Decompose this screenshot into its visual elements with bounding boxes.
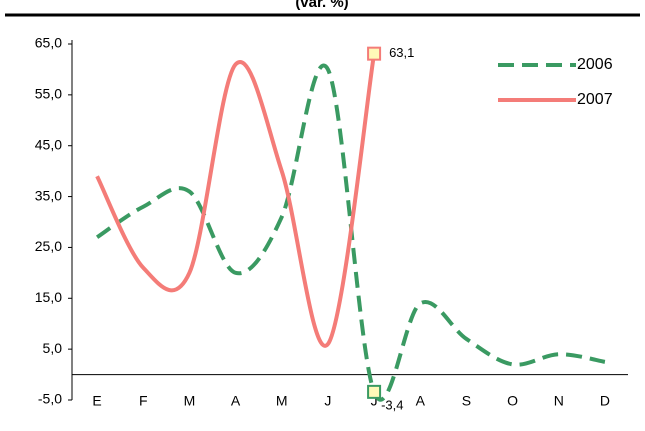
x-tick-label: S — [462, 393, 471, 409]
x-tick-label: J — [371, 393, 378, 409]
y-tick-label: 15,0 — [35, 289, 62, 305]
x-tick-label: A — [231, 393, 241, 409]
x-tick-label: N — [554, 393, 564, 409]
data-label: 63,1 — [389, 45, 414, 60]
x-tick-label: J — [324, 393, 331, 409]
y-tick-label: 45,0 — [35, 136, 62, 152]
y-tick-label: 65,0 — [35, 35, 62, 51]
x-tick-label: A — [416, 393, 426, 409]
legend-label: 2006 — [577, 56, 613, 73]
data-marker — [367, 46, 382, 61]
data-marker — [367, 384, 382, 399]
y-tick-label: 25,0 — [35, 238, 62, 254]
x-tick-label: E — [92, 393, 101, 409]
series-line — [95, 53, 377, 348]
y-tick-label: -5,0 — [38, 391, 62, 407]
x-tick-label: O — [507, 393, 518, 409]
y-tick-label: 5,0 — [43, 340, 63, 356]
y-tick-label: 55,0 — [35, 86, 62, 102]
y-tick-label: 35,0 — [35, 187, 62, 203]
x-tick-label: M — [276, 393, 288, 409]
chart-title: (var. %) — [295, 0, 348, 11]
legend-label: 2007 — [577, 91, 613, 108]
x-tick-label: D — [600, 393, 610, 409]
data-label: -3,4 — [381, 397, 403, 412]
series-line — [95, 63, 606, 402]
x-tick-label: M — [184, 393, 196, 409]
x-tick-label: F — [139, 393, 148, 409]
